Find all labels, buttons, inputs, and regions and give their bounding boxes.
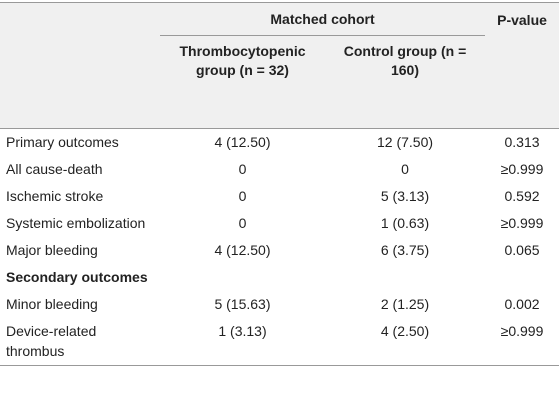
row-label: Device-related thrombus xyxy=(6,323,97,359)
cell: 5 (3.13) xyxy=(380,188,430,204)
row-label: All cause-death xyxy=(6,161,103,177)
cell: 0 xyxy=(238,161,247,177)
table-row: Device-related thrombus 1 (3.13) 4 (2.50) ≥… xyxy=(0,318,559,366)
cell: 5 (15.63) xyxy=(214,296,271,312)
cell: 4 (2.50) xyxy=(380,323,430,339)
table-row: Ischemic stroke 0 5 (3.13) 0.592 xyxy=(0,183,559,210)
cell: 0.065 xyxy=(504,242,540,258)
cell: 1 (3.13) xyxy=(218,323,267,339)
p-value-header: P-value xyxy=(497,12,547,28)
cell: 0 xyxy=(238,188,247,204)
cell: ≥0.999 xyxy=(500,323,544,339)
column-header: Thrombocytopenic group (n = 32) xyxy=(179,43,306,78)
row-label: Major bleeding xyxy=(6,242,98,258)
group-header: Matched cohort xyxy=(160,2,486,36)
table-row: All cause-death 0 0 ≥0.999 xyxy=(0,156,559,183)
row-label: Ischemic stroke xyxy=(6,188,104,204)
table-row: Systemic embolization 0 1 (0.63) ≥0.999 xyxy=(0,210,559,237)
cell: ≥0.999 xyxy=(500,215,544,231)
cell: 0 xyxy=(401,161,409,177)
cell: ≥0.999 xyxy=(500,161,544,177)
table-row: Primary outcomes 4 (12.50) 12 (7.50) 0.313 xyxy=(0,129,559,157)
cell: 4 (12.50) xyxy=(214,134,271,150)
cell: 0.592 xyxy=(504,188,540,204)
table-row: Minor bleeding 5 (15.63) 2 (1.25) 0.002 xyxy=(0,291,559,318)
cell: 1 (0.63) xyxy=(380,215,430,231)
section-label: Secondary outcomes xyxy=(6,269,148,285)
table-row: Secondary outcomes xyxy=(0,264,559,291)
table-row: Major bleeding 4 (12.50) 6 (3.75) 0.065 xyxy=(0,237,559,264)
cell: 0.002 xyxy=(504,296,540,312)
cell: 12 (7.50) xyxy=(376,134,434,150)
cell: 0 xyxy=(238,215,247,231)
row-label: Minor bleeding xyxy=(6,296,98,312)
cell: 6 (3.75) xyxy=(380,242,430,258)
column-header: Control group (n = 160) xyxy=(343,43,467,78)
group-header-text: Matched cohort xyxy=(270,10,375,27)
cell: 0.313 xyxy=(504,134,540,150)
results-table: Matched cohort P-value Thrombocytopenic … xyxy=(0,2,559,366)
row-label: Systemic embolization xyxy=(6,215,146,231)
cell: 2 (1.25) xyxy=(380,296,430,312)
cell: 4 (12.50) xyxy=(214,242,271,258)
row-label: Primary outcomes xyxy=(6,134,119,150)
